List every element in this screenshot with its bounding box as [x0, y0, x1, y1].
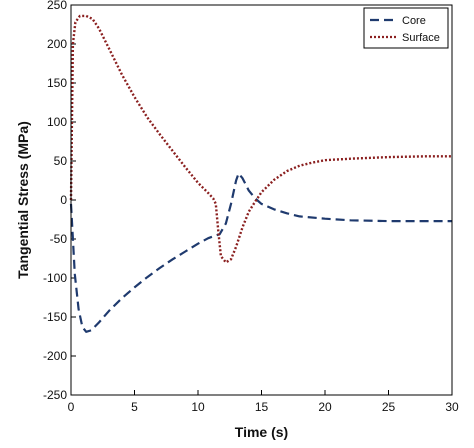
- x-tick-label: 15: [255, 400, 269, 414]
- legend-box: [363, 7, 449, 49]
- y-tick-label: 150: [47, 76, 67, 90]
- x-tick-label: 30: [445, 400, 459, 414]
- series-layer: [69, 14, 452, 333]
- y-axis-title: Tangential Stress (MPa): [15, 121, 31, 279]
- y-tick-label: 100: [47, 115, 67, 129]
- x-tick-label: 0: [68, 400, 75, 414]
- y-tick-label: -250: [43, 388, 67, 402]
- y-tick-label: 250: [47, 0, 67, 12]
- legend-label-core: Core: [402, 15, 426, 27]
- y-tick-label: 200: [47, 37, 67, 51]
- y-tick-label: -200: [43, 349, 67, 363]
- x-tick-label: 5: [131, 400, 138, 414]
- y-tick-label: -150: [43, 310, 67, 324]
- x-tick-label: 25: [382, 400, 396, 414]
- plot-frame: [70, 4, 453, 396]
- series-line-core: [69, 172, 452, 333]
- y-tick-label: -100: [43, 271, 67, 285]
- legend-label-surface: Surface: [402, 32, 440, 44]
- y-tick-label: -50: [50, 232, 68, 246]
- series-line-surface: [69, 14, 452, 264]
- legend: Core Surface: [363, 7, 449, 49]
- y-tick-label: 0: [60, 193, 67, 207]
- x-axis-ticks: 0 5 10 15 20 25 30: [68, 390, 459, 414]
- y-axis-ticks: 250 200 150 100 50 0 -50 -100 -150 -200 -250: [43, 0, 76, 402]
- x-tick-label: 20: [318, 400, 332, 414]
- y-tick-label: 50: [54, 154, 68, 168]
- x-axis-title: Time (s): [235, 424, 288, 440]
- x-tick-label: 10: [191, 400, 205, 414]
